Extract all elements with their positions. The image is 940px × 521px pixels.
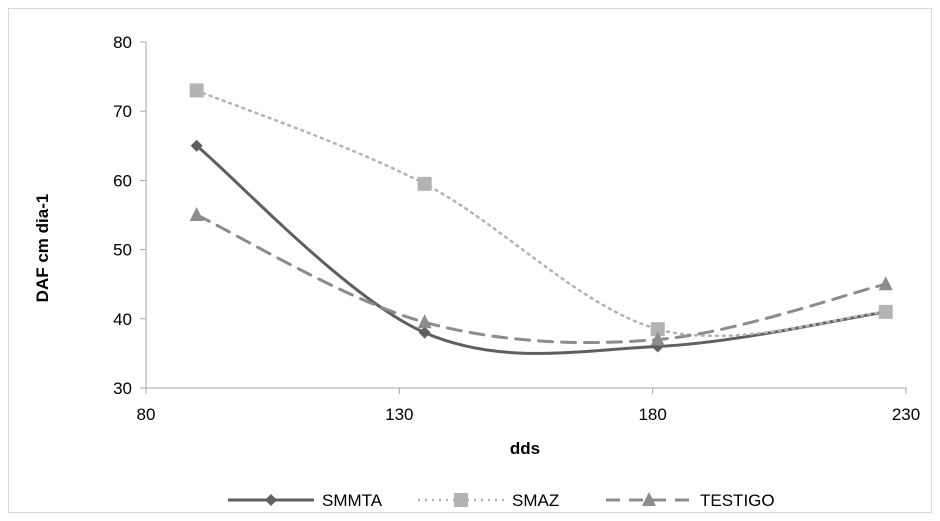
legend: SMMTA SMAZ TESTIGO bbox=[228, 491, 775, 510]
y-tick-label: 80 bbox=[113, 33, 132, 52]
series-line-testigo bbox=[195, 213, 888, 345]
series-layer bbox=[189, 83, 893, 355]
tick-layer: 30 40 50 60 70 80 80 130 180 230 bbox=[113, 33, 920, 424]
series-line-smaz bbox=[195, 89, 887, 338]
data-point-smaz bbox=[189, 83, 204, 98]
y-tick-label: 40 bbox=[113, 310, 132, 329]
x-tick-label: 80 bbox=[137, 405, 156, 424]
data-point-testigo bbox=[417, 314, 432, 329]
data-point-testigo bbox=[189, 207, 204, 221]
legend-marker-smaz bbox=[454, 493, 468, 507]
y-tick-label: 70 bbox=[113, 102, 132, 121]
y-tick-label: 50 bbox=[113, 241, 132, 260]
data-point-smaz bbox=[650, 322, 665, 337]
data-point-testigo bbox=[650, 331, 665, 346]
legend-label-smaz: SMAZ bbox=[512, 491, 559, 510]
chart-border bbox=[8, 8, 932, 513]
x-tick-label: 230 bbox=[892, 405, 920, 424]
y-tick-label: 60 bbox=[113, 171, 132, 190]
x-axis-title: dds bbox=[510, 439, 540, 458]
data-point-smaz bbox=[417, 176, 432, 191]
x-tick-label: 130 bbox=[385, 405, 413, 424]
data-point-smmta bbox=[190, 139, 203, 152]
legend-label-testigo: TESTIGO bbox=[700, 491, 775, 510]
data-point-smaz bbox=[878, 304, 893, 319]
series-smaz bbox=[189, 83, 893, 338]
legend-marker-smmta bbox=[265, 494, 277, 506]
series-testigo bbox=[189, 207, 893, 346]
legend-label-smmta: SMMTA bbox=[322, 491, 383, 510]
y-axis-title: DAF cm dia-1 bbox=[33, 194, 52, 303]
data-point-testigo bbox=[878, 276, 893, 291]
y-tick-label: 30 bbox=[113, 379, 132, 398]
data-point-smmta bbox=[418, 326, 431, 339]
x-tick-label: 180 bbox=[638, 405, 666, 424]
plot-axes bbox=[145, 42, 906, 389]
legend-marker-testigo bbox=[642, 492, 656, 506]
